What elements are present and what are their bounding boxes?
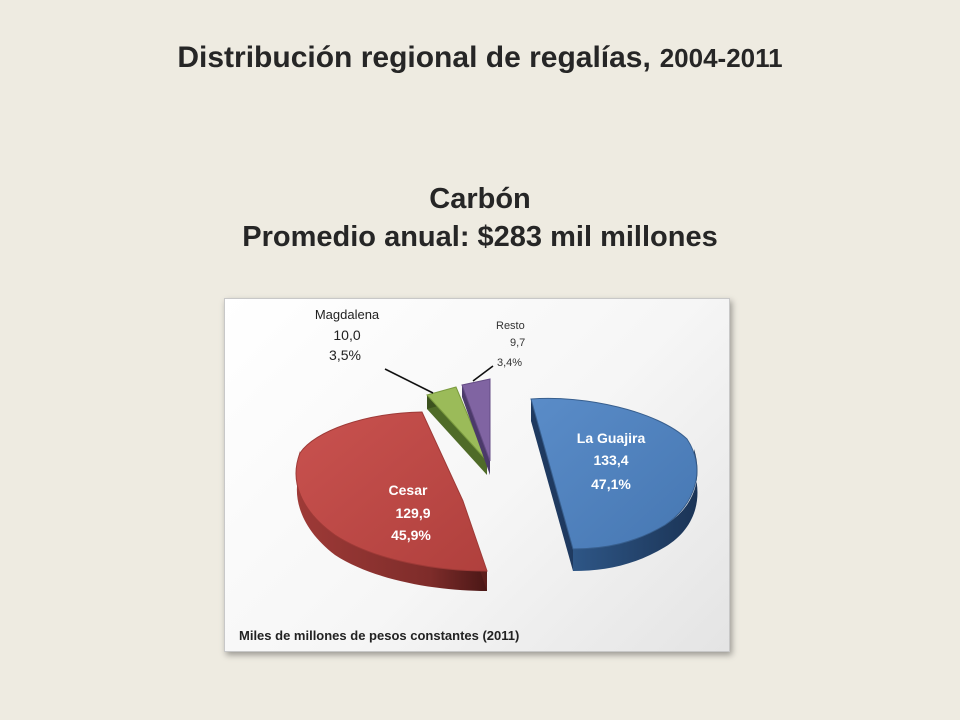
- slice-la-guajira: [530, 397, 698, 550]
- pie-chart: Magdalena 10,0 3,5% Resto 9,7 3,4% La Gu…: [295, 307, 698, 591]
- label-resto-name: Resto: [496, 320, 525, 332]
- label-resto-value: 9,7: [510, 337, 525, 349]
- slice-magdalena: [426, 386, 488, 462]
- label-magdalena-value: 10,0: [333, 327, 360, 343]
- label-group-la-guajira: La Guajira 133,4 47,1%: [577, 430, 646, 492]
- label-cesar-value: 129,9: [395, 505, 430, 521]
- label-group-resto: Resto 9,7 3,4%: [496, 320, 525, 369]
- leader-line-magdalena: [384, 368, 434, 394]
- slide-title-years: 2004-2011: [659, 43, 783, 73]
- slice-la-guajira-side-left: [531, 399, 573, 571]
- slide-title-main: Distribución regional de regalías,: [177, 41, 651, 74]
- slice-cesar: [295, 411, 488, 572]
- slice-magdalena-side: [427, 395, 487, 475]
- slide-subtitle: Carbón Promedio anual: $283 mil millones: [0, 180, 960, 256]
- chart-unit-note: Miles de millones de pesos constantes (2…: [239, 628, 520, 643]
- label-la-guajira-value: 133,4: [593, 452, 628, 468]
- label-magdalena-percent: 3,5%: [329, 347, 361, 363]
- label-group-magdalena: Magdalena 10,0 3,5%: [315, 307, 380, 363]
- slice-la-guajira-side: [573, 449, 698, 571]
- label-cesar-percent: 45,9%: [391, 527, 431, 543]
- label-resto-percent: 3,4%: [497, 357, 522, 369]
- leader-line-resto: [472, 365, 494, 382]
- label-magdalena-name: Magdalena: [315, 307, 380, 322]
- slice-cesar-side: [296, 451, 487, 591]
- subtitle-mineral: Carbón: [429, 183, 531, 215]
- slice-resto: [461, 378, 491, 462]
- label-cesar-name: Cesar: [389, 482, 428, 498]
- slide-title: Distribución regional de regalías, 2004-…: [0, 38, 960, 75]
- slice-resto-side-front: [462, 385, 490, 475]
- label-la-guajira-name: La Guajira: [577, 430, 646, 446]
- label-la-guajira-percent: 47,1%: [591, 476, 631, 492]
- pie-chart-frame: Magdalena 10,0 3,5% Resto 9,7 3,4% La Gu…: [224, 298, 730, 652]
- label-group-cesar: Cesar 129,9 45,9%: [389, 482, 432, 543]
- subtitle-average: Promedio anual: $283 mil millones: [242, 221, 718, 253]
